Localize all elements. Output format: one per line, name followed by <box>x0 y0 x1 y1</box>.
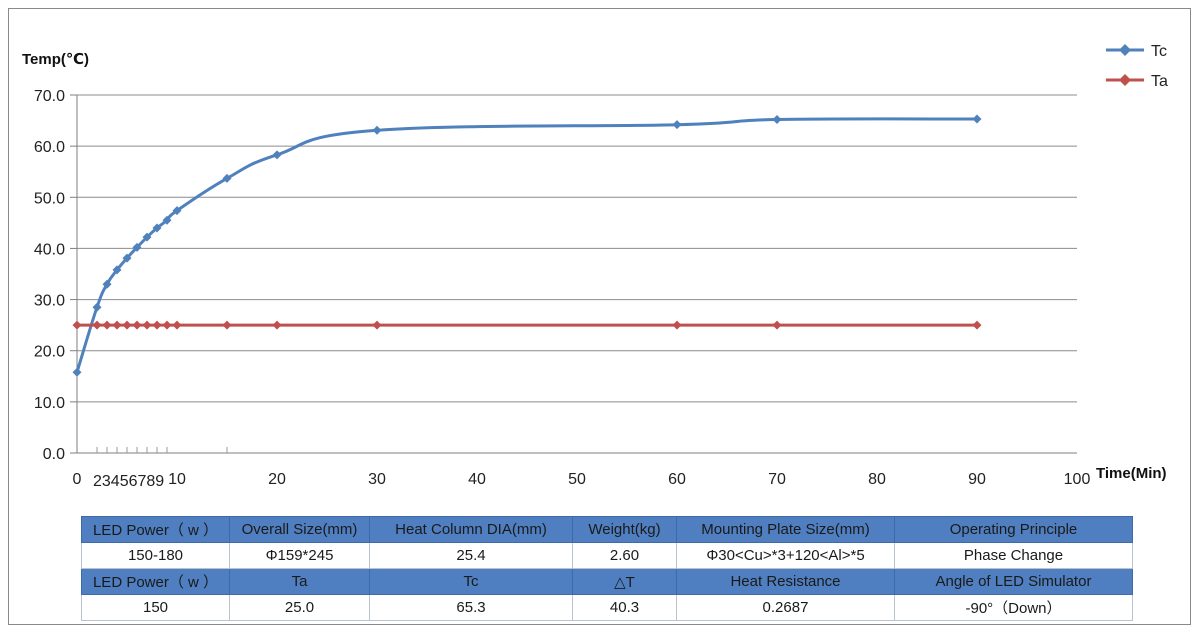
legend-item-tc: Tc <box>1106 43 1167 60</box>
table-cell: Phase Change <box>894 542 1133 569</box>
data-point-tc <box>122 253 132 263</box>
data-point-ta <box>72 320 82 330</box>
y-tick-label: 60.0 <box>34 139 65 156</box>
data-point-tc <box>222 173 232 183</box>
table-cell: 150-180 <box>81 542 230 569</box>
data-point-ta <box>152 320 162 330</box>
table-row: 150-180 Φ159*245 25.4 2.60 Φ30<Cu>*3+120… <box>81 542 1133 569</box>
table-cell: 2.60 <box>572 542 677 569</box>
x-minor-tick-label: 23456789 <box>93 473 164 490</box>
y-tick-label: 50.0 <box>34 190 65 207</box>
data-point-tc <box>772 115 782 125</box>
x-axis-title: Time(Min) <box>1096 465 1167 482</box>
x-axis-ticks: 0 10 20 30 40 50 60 70 80 90 100 23456789 <box>73 447 1091 490</box>
y-tick-label: 0.0 <box>43 446 65 463</box>
y-tick-label: 30.0 <box>34 293 65 310</box>
data-point-ta <box>172 320 182 330</box>
table-cell: Φ30<Cu>*3+120<Al>*5 <box>676 542 895 569</box>
y-tick-label: 20.0 <box>34 344 65 361</box>
table-header-row: LED Power（ w ） Ta Tc △T Heat Resistance … <box>81 568 1133 595</box>
table-cell: -90°（Down） <box>894 594 1133 621</box>
legend-marker-tc <box>1119 44 1131 56</box>
specs-table: LED Power（ w ） Overall Size(mm) Heat Col… <box>81 516 1133 621</box>
table-header-row: LED Power（ w ） Overall Size(mm) Heat Col… <box>81 516 1133 543</box>
table-cell: 25.4 <box>369 542 573 569</box>
series-ta <box>72 320 982 330</box>
legend: Tc Ta <box>1106 43 1168 90</box>
table-cell: 25.0 <box>229 594 370 621</box>
y-tick-label: 70.0 <box>34 88 65 105</box>
series-line-tc <box>75 117 978 373</box>
x-tick-label: 10 <box>168 471 186 488</box>
series-tc <box>72 114 982 377</box>
x-tick-label: 40 <box>468 471 486 488</box>
x-tick-label: 20 <box>268 471 286 488</box>
table-cell: 150 <box>81 594 230 621</box>
y-tick-label: 40.0 <box>34 241 65 258</box>
x-tick-label: 70 <box>768 471 786 488</box>
x-tick-label: 80 <box>868 471 886 488</box>
data-point-ta <box>132 320 142 330</box>
table-cell: 40.3 <box>572 594 677 621</box>
grid-lines <box>77 94 1077 454</box>
legend-label-tc: Tc <box>1151 43 1167 60</box>
data-point-tc <box>672 120 682 130</box>
data-point-tc <box>112 265 122 275</box>
data-point-ta <box>222 320 232 330</box>
data-point-ta <box>972 320 982 330</box>
table-cell: Heat Resistance <box>676 568 895 595</box>
y-tick-label: 10.0 <box>34 395 65 412</box>
data-point-ta <box>112 320 122 330</box>
table-cell: Ta <box>229 568 370 595</box>
data-point-ta <box>372 320 382 330</box>
data-point-ta <box>162 320 172 330</box>
data-point-ta <box>672 320 682 330</box>
legend-item-ta: Ta <box>1106 73 1168 90</box>
plot-area <box>72 114 982 377</box>
y-axis-title: Temp(℃) <box>22 51 89 68</box>
table-cell: Φ159*245 <box>229 542 370 569</box>
data-point-tc <box>162 215 172 225</box>
table-cell: 65.3 <box>369 594 573 621</box>
data-point-tc <box>142 232 152 242</box>
legend-marker-ta <box>1119 74 1131 86</box>
y-axis-ticks: 0.0 10.0 20.0 30.0 40.0 50.0 60.0 70.0 <box>34 88 77 463</box>
data-point-ta <box>272 320 282 330</box>
x-tick-label: 100 <box>1064 471 1091 488</box>
table-row: 150 25.0 65.3 40.3 0.2687 -90°（Down） <box>81 594 1133 621</box>
data-point-tc <box>372 125 382 135</box>
table-cell: Heat Column DIA(mm) <box>369 516 573 543</box>
table-cell: Weight(kg) <box>572 516 677 543</box>
table-cell: 0.2687 <box>676 594 895 621</box>
data-point-ta <box>122 320 132 330</box>
data-point-tc <box>92 302 102 312</box>
table-cell: Tc <box>369 568 573 595</box>
table-cell: Angle of LED Simulator <box>894 568 1133 595</box>
data-point-ta <box>142 320 152 330</box>
data-point-ta <box>92 320 102 330</box>
data-point-tc <box>172 206 182 216</box>
table-cell: Overall Size(mm) <box>229 516 370 543</box>
x-tick-label: 0 <box>73 471 82 488</box>
data-point-tc <box>72 367 82 377</box>
x-tick-label: 60 <box>668 471 686 488</box>
data-point-tc <box>972 114 982 124</box>
data-point-tc <box>152 223 162 233</box>
table-cell: Mounting Plate Size(mm) <box>676 516 895 543</box>
table-cell: △T <box>572 568 677 595</box>
data-point-tc <box>102 279 112 289</box>
data-point-ta <box>772 320 782 330</box>
data-point-ta <box>102 320 112 330</box>
data-point-tc <box>272 150 282 160</box>
table-cell: LED Power（ w ） <box>81 516 230 543</box>
x-tick-label: 90 <box>968 471 986 488</box>
table-cell: LED Power（ w ） <box>81 568 230 595</box>
x-tick-label: 30 <box>368 471 386 488</box>
table-cell: Operating Principle <box>894 516 1133 543</box>
data-point-tc <box>132 242 142 252</box>
chart-frame <box>8 8 1191 625</box>
legend-label-ta: Ta <box>1151 73 1168 90</box>
x-tick-label: 50 <box>568 471 586 488</box>
